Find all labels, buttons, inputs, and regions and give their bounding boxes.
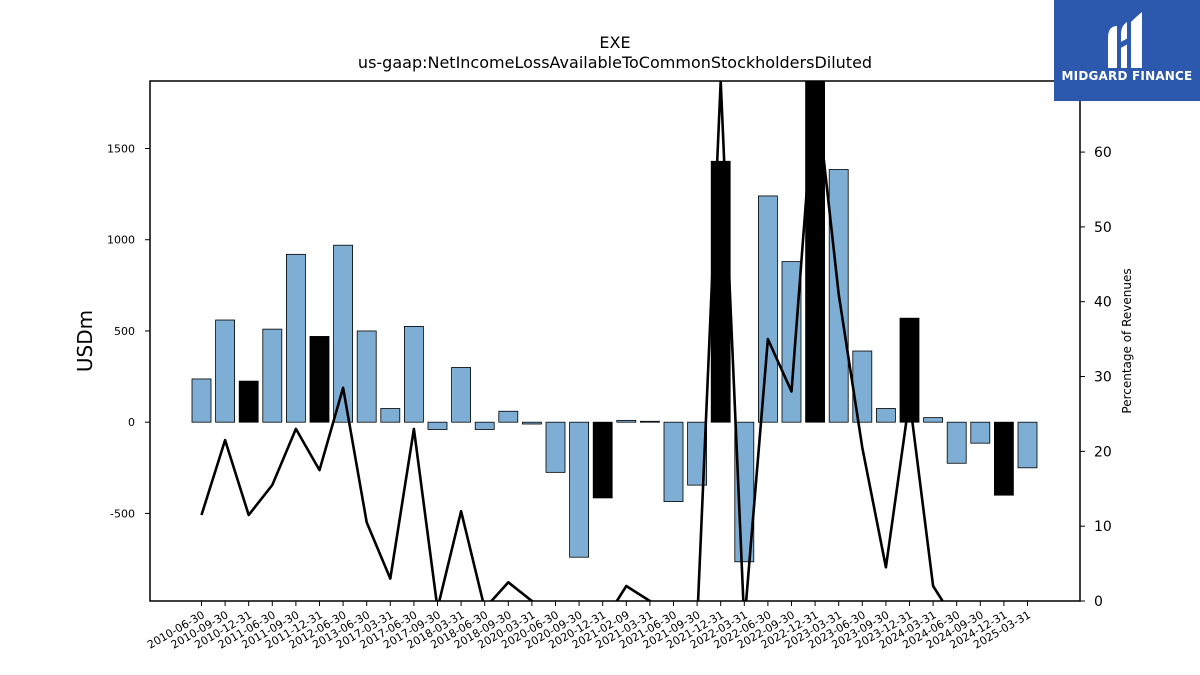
bar-2018-06-30 [474,421,495,430]
bar-2011-06-30 [262,328,283,423]
bar-2024-06-30 [946,421,967,464]
bar-2010-09-30 [215,319,236,423]
brand-logo: MIDGARD FINANCE [1054,0,1200,101]
y2-tick-label: 60 [1094,145,1112,161]
bar-2017-06-30 [403,326,424,423]
bar-2017-09-30 [427,421,448,430]
bar-2020-03-31 [522,421,542,425]
y2-tick-label: 50 [1094,220,1112,236]
bar-2018-09-30 [498,410,519,423]
plot-frame [149,80,1081,602]
y2-tick-label: 0 [1094,594,1103,610]
y2-axis-label: Percentage of Revenues [1120,268,1134,413]
bar-2023-12-31 [899,317,920,423]
bar-2021-02-09 [616,419,637,423]
y-tick-label: 1000 [107,234,135,247]
y2-tick-label: 30 [1094,370,1112,386]
bar-2024-03-31 [923,417,943,423]
bar-2021-06-30 [663,421,684,502]
y-tick-label: 0 [128,416,135,429]
y2-tick-label: 20 [1094,444,1112,460]
bar-2024-12-31 [994,421,1014,496]
bar-2017-03-31 [380,408,401,423]
y2-tick-label: 10 [1094,519,1112,535]
y-tick-label: -500 [110,507,135,520]
bar-2011-12-31 [309,336,330,423]
bar-2010-06-30 [191,378,212,423]
bar-2011-09-30 [285,253,306,423]
bar-2013-06-30 [356,330,377,423]
bar-2012-06-30 [333,244,354,423]
y-axis-right: 0 10 20 30 40 50 60 [1080,145,1112,610]
y-tick-label: 1500 [107,143,135,156]
bar-2020-06-30 [545,421,566,473]
bar-2020-12-31 [592,421,613,499]
bar-2021-03-31 [640,420,660,423]
bar-2023-09-30 [876,408,896,423]
bar-2022-12-31 [805,81,825,423]
bar-2021-12-31 [710,160,731,423]
bar-2021-09-30 [687,421,707,486]
bar-2024-09-30 [970,421,991,444]
y2-tick-label: 40 [1094,295,1112,311]
bar-2025-03-31 [1017,421,1038,469]
midgard-m-logo-icon [1108,12,1142,68]
bar-2018-03-31 [451,367,472,423]
line-layer [200,81,945,601]
chart-subtitle: us-gaap:NetIncomeLossAvailableToCommonSt… [358,53,872,72]
y-axis-left: -500 0 500 1000 1500 [107,143,150,520]
bar-2010-12-31 [238,380,259,423]
y-tick-label: 500 [114,325,135,338]
brand-name: MIDGARD FINANCE [1061,69,1193,83]
chart-title: EXE [599,33,630,52]
ratio-line [200,81,945,601]
bar-2022-06-30 [758,195,778,423]
bar-2020-09-30 [569,421,589,558]
x-axis: 2010-06-302010-09-302010-12-312011-06-30… [145,601,1033,652]
y-axis-label: USDm [73,310,97,372]
bars-layer [191,81,1038,563]
bar-2022-09-30 [781,261,802,423]
